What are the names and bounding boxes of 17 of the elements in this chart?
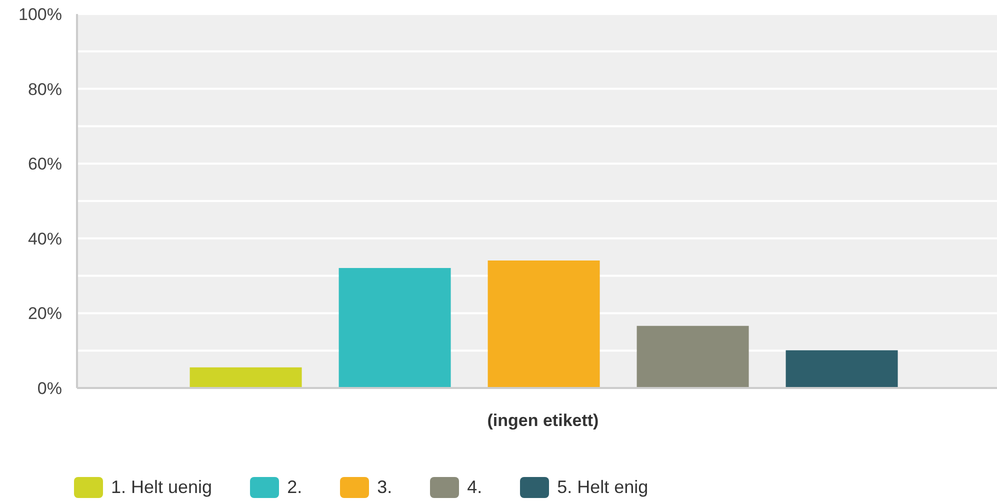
y-tick-label: 80%	[28, 80, 62, 99]
y-tick-label: 60%	[28, 154, 62, 174]
x-tick-label: (ingen etikett)	[487, 411, 599, 430]
y-tick-label: 20%	[28, 304, 62, 324]
legend-label: 5. Helt enig	[557, 477, 648, 498]
bar	[338, 268, 451, 388]
bar	[488, 260, 600, 388]
legend-label: 3.	[377, 477, 392, 498]
y-tick-label: 40%	[28, 229, 62, 248]
bar	[636, 326, 749, 388]
legend-label: 1. Helt uenig	[111, 477, 212, 498]
bar	[786, 350, 898, 388]
y-tick-label: 0%	[37, 379, 62, 398]
legend-label: 4.	[467, 477, 482, 498]
bar	[190, 367, 302, 388]
legend-label: 2.	[287, 477, 302, 498]
y-tick-label: 100%	[18, 5, 62, 24]
